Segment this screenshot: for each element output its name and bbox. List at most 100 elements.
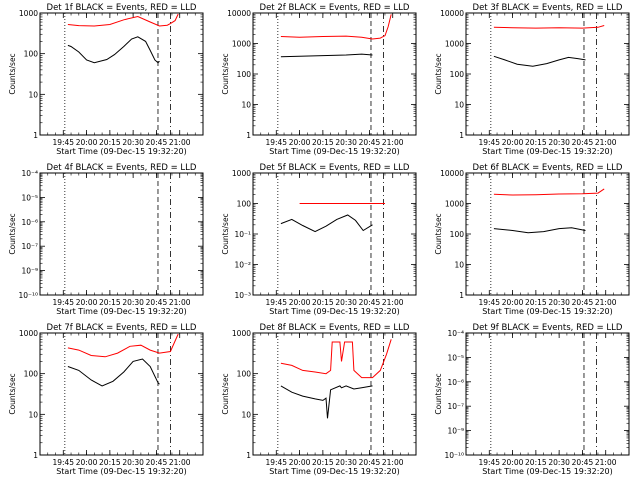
y-axis-label: Counts/sec xyxy=(434,53,443,94)
x-tick-label: 20:45 xyxy=(359,138,381,147)
x-tick-label: 20:30 xyxy=(548,298,570,307)
y-axis-label: Counts/sec xyxy=(221,53,230,94)
y-tick-label: 10⁻⁵ xyxy=(21,193,38,202)
y-tick-label: 1000 xyxy=(445,40,464,49)
plot-frame xyxy=(39,172,204,296)
x-axis-label: Start Time (09-Dec-15 19:32:20) xyxy=(56,147,187,156)
x-tick-label: 20:15 xyxy=(99,298,121,307)
y-tick-label: 10⁻⁶ xyxy=(21,218,38,227)
y-tick-label: 100 xyxy=(237,200,252,209)
x-tick-label: 19:45 xyxy=(478,298,500,307)
series-events-line xyxy=(280,53,373,58)
series-lld-line xyxy=(280,14,392,40)
x-tick-label: 20:15 xyxy=(525,458,547,467)
series-events-line xyxy=(67,36,160,64)
x-tick-label: 20:15 xyxy=(99,458,121,467)
y-tick-label: 10⁻² xyxy=(234,261,251,270)
x-tick-label: 19:45 xyxy=(265,298,287,307)
x-tick-label: 20:15 xyxy=(312,138,334,147)
panel-det-7f: Det 7f BLACK = Events, RED = LLD 1 10 100 10… xyxy=(8,323,204,476)
panel-title: Det 5f BLACK = Events, RED = LLD xyxy=(260,163,410,173)
y-tick-label: 1 xyxy=(33,451,38,460)
x-tick-label: 19:45 xyxy=(478,458,500,467)
series-lld-line xyxy=(280,339,392,379)
x-tick-label: 20:30 xyxy=(122,458,144,467)
y-tick-label: 1 xyxy=(33,131,38,140)
x-tick-label: 19:45 xyxy=(52,458,74,467)
panel-title: Det 4f BLACK = Events, RED = LLD xyxy=(47,163,197,173)
y-tick-label: 1 xyxy=(246,131,251,140)
y-tick-label: 100 xyxy=(24,370,39,379)
x-tick-label: 20:30 xyxy=(548,458,570,467)
y-axis-label: Counts/sec xyxy=(8,213,17,254)
y-axis-label: Counts/sec xyxy=(8,53,17,94)
y-tick-label: 10 xyxy=(28,410,38,419)
y-tick-label: 10000 xyxy=(440,9,464,18)
plot-frame xyxy=(465,332,630,456)
x-tick-label: 20:00 xyxy=(76,298,98,307)
panel-det-1f: Det 1f BLACK = Events, RED = LLD 1 10 100 10… xyxy=(8,3,204,156)
x-tick-label: 20:45 xyxy=(572,298,594,307)
panel-det-3f: Det 3f BLACK = Events, RED = LLD 1 10 100 10… xyxy=(434,3,630,156)
y-tick-label: 10⁻⁷ xyxy=(447,402,464,411)
x-tick-label: 20:45 xyxy=(146,138,168,147)
x-tick-label: 21:00 xyxy=(595,458,617,467)
x-axis-label: Start Time (09-Dec-15 19:32:20) xyxy=(269,147,400,156)
y-tick-label: 1 xyxy=(459,131,464,140)
panel-det-4f: Det 4f BLACK = Events, RED = LLD 10⁻¹⁰ 10⁻… xyxy=(8,163,204,316)
series-events-line xyxy=(280,214,373,233)
panel-title: Det 9f BLACK = Events, RED = LLD xyxy=(473,323,623,333)
x-tick-label: 21:00 xyxy=(595,298,617,307)
x-tick-label: 20:00 xyxy=(502,138,524,147)
series-lld-line xyxy=(67,13,179,27)
x-axis-label: Start Time (09-Dec-15 19:32:20) xyxy=(482,467,613,476)
y-tick-label: 1000 xyxy=(19,9,38,18)
x-tick-label: 21:00 xyxy=(382,458,404,467)
x-tick-label: 20:30 xyxy=(122,298,144,307)
y-tick-label: 10 xyxy=(241,410,251,419)
y-tick-label: 100 xyxy=(237,70,252,79)
y-axis-label: Counts/sec xyxy=(434,373,443,414)
x-tick-label: 21:00 xyxy=(595,138,617,147)
y-tick-label: 10⁻¹ xyxy=(234,230,251,239)
x-tick-label: 20:30 xyxy=(335,298,357,307)
x-tick-label: 20:00 xyxy=(76,458,98,467)
plot-frame xyxy=(252,12,417,136)
x-tick-label: 20:45 xyxy=(572,138,594,147)
series-lld-line xyxy=(493,25,605,29)
panel-title: Det 7f BLACK = Events, RED = LLD xyxy=(47,323,197,333)
x-tick-label: 20:30 xyxy=(335,138,357,147)
panel-title: Det 6f BLACK = Events, RED = LLD xyxy=(473,163,623,173)
x-axis-label: Start Time (09-Dec-15 19:32:20) xyxy=(482,307,613,316)
x-axis-label: Start Time (09-Dec-15 19:32:20) xyxy=(269,467,400,476)
panel-title: Det 1f BLACK = Events, RED = LLD xyxy=(47,3,197,13)
x-axis-label: Start Time (09-Dec-15 19:32:20) xyxy=(56,307,187,316)
panel-det-5f: Det 5f BLACK = Events, RED = LLD 10⁻³ 10⁻²… xyxy=(221,163,417,316)
y-tick-label: 10⁻¹⁰ xyxy=(18,291,38,300)
series-events-line xyxy=(493,227,586,234)
x-tick-label: 20:45 xyxy=(359,298,381,307)
x-tick-label: 19:45 xyxy=(52,138,74,147)
plot-frame xyxy=(252,332,417,456)
x-axis-label: Start Time (09-Dec-15 19:32:20) xyxy=(269,307,400,316)
panel-det-2f: Det 2f BLACK = Events, RED = LLD 1 10 100 10… xyxy=(221,3,417,156)
x-axis-label: Start Time (09-Dec-15 19:32:20) xyxy=(56,467,187,476)
x-tick-label: 21:00 xyxy=(169,298,191,307)
y-axis-label: Counts/sec xyxy=(221,213,230,254)
y-tick-label: 10 xyxy=(454,101,464,110)
y-tick-label: 100 xyxy=(24,50,39,59)
y-tick-label: 10⁻⁹ xyxy=(21,267,38,276)
y-tick-label: 10⁻⁴ xyxy=(447,329,464,338)
y-axis-label: Counts/sec xyxy=(434,213,443,254)
x-tick-label: 20:45 xyxy=(146,298,168,307)
y-tick-label: 10⁻⁶ xyxy=(447,378,464,387)
series-lld-line xyxy=(493,188,605,196)
panel-title: Det 2f BLACK = Events, RED = LLD xyxy=(260,3,410,13)
y-tick-label: 1000 xyxy=(232,329,251,338)
plot-frame xyxy=(252,172,417,296)
y-tick-label: 10000 xyxy=(227,9,251,18)
y-tick-label: 10⁻⁴ xyxy=(21,169,38,178)
plot-frame xyxy=(39,12,204,136)
panel-title: Det 8f BLACK = Events, RED = LLD xyxy=(260,323,410,333)
